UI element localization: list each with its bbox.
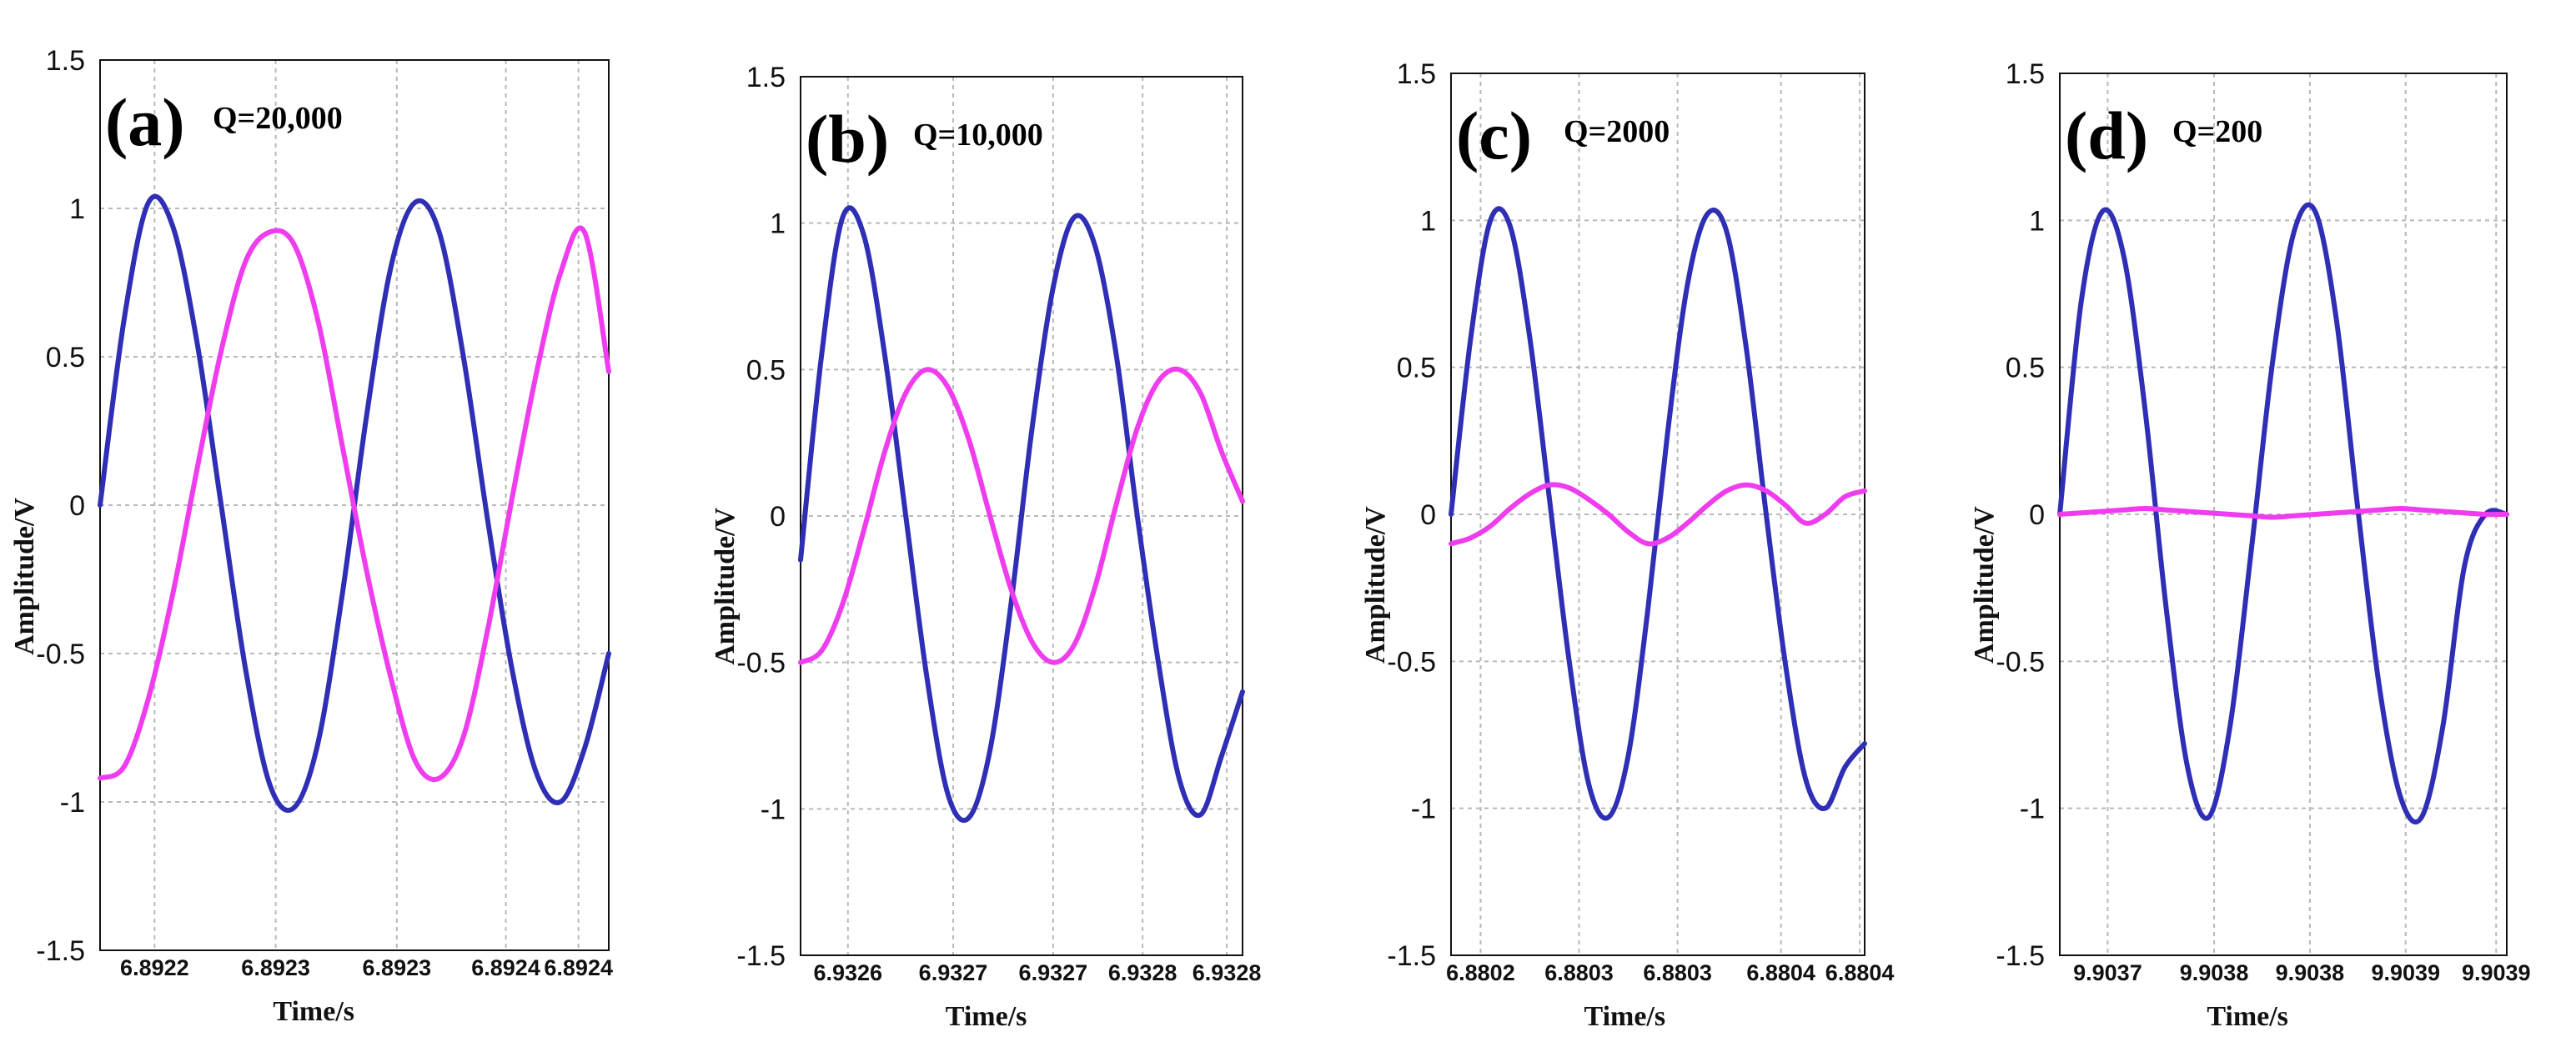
y-tick-label: -1.5	[36, 935, 85, 967]
drive-series-line	[798, 205, 1245, 824]
q-label: Q=200	[2172, 114, 2262, 149]
y-tick-label: -1	[1411, 794, 1436, 825]
y-tick-label: -1	[2020, 794, 2045, 825]
q-label: Q=2000	[1564, 114, 1670, 149]
x-axis-label: Time/s	[273, 996, 354, 1027]
y-tick-label: -0.5	[36, 639, 85, 670]
chart-panel-d: -1.5 -1 -0.5 0 0.5 1 1.5 9.9037 9.9038 9.9038 9.90…	[1969, 58, 2531, 1032]
response-series-line	[1449, 482, 1867, 547]
x-tick-label: 6.8924	[544, 955, 613, 980]
x-tick-label: 6.9328	[1193, 960, 1262, 985]
y-tick-label: 1.5	[46, 45, 85, 77]
x-tick-label: 9.9037	[2073, 960, 2142, 985]
x-tick-label: 6.8802	[1446, 960, 1515, 985]
plot-frame	[800, 76, 1243, 956]
x-tick-label: 6.9328	[1108, 960, 1178, 985]
y-tick-label: 0.5	[1397, 353, 1436, 384]
panel-letter: (a)	[105, 84, 185, 160]
x-tick-label: 9.9038	[2276, 960, 2345, 985]
y-tick-label: 0.5	[746, 354, 786, 386]
y-axis-label: Amplitude/V	[9, 498, 40, 655]
x-tick-label: 6.8924	[471, 955, 540, 980]
y-axis-label: Amplitude/V	[1969, 506, 2000, 664]
y-tick-label: 1	[770, 208, 786, 240]
x-tick-label: 9.9039	[2462, 960, 2531, 985]
x-tick-label: 6.8803	[1643, 960, 1712, 985]
response-series-line	[2057, 505, 2509, 520]
y-tick-label: -1.5	[1387, 940, 1436, 972]
y-tick-label: 0	[69, 490, 85, 522]
y-tick-label: -1.5	[1996, 940, 2045, 972]
x-tick-label: 6.8804	[1825, 960, 1895, 985]
chart-panel-b: -1.5 -1 -0.5 0 0.5 1 1.5 6.9326 6.9327 6.9327 6.93…	[710, 62, 1261, 1032]
y-tick-label: 1	[1420, 205, 1436, 237]
y-tick-label: -0.5	[736, 648, 786, 679]
y-tick-label: -1.5	[736, 940, 786, 972]
y-tick-label: 1	[2029, 205, 2045, 237]
y-tick-label: 0	[1420, 499, 1436, 531]
response-series-line	[98, 225, 611, 783]
y-tick-label: 1.5	[2006, 58, 2045, 90]
x-axis-label: Time/s	[2207, 1001, 2288, 1032]
y-tick-label: -1	[761, 794, 786, 825]
y-tick-label: -0.5	[1996, 646, 2045, 678]
q-label: Q=20,000	[213, 101, 343, 136]
x-tick-label: 6.8922	[120, 955, 189, 980]
x-tick-label: 6.8923	[363, 955, 432, 980]
x-axis-label: Time/s	[946, 1001, 1027, 1032]
x-tick-label: 6.8923	[241, 955, 310, 980]
y-tick-label: 0	[770, 501, 786, 533]
drive-series-line	[2057, 202, 2509, 825]
chart-panel-a: -1.5 -1 -0.5 0 0.5 1 1.5 6.8922 6.8923 6.8923 6.89…	[9, 45, 613, 1027]
y-tick-label: 0	[2029, 499, 2045, 531]
drive-series-line	[98, 193, 611, 814]
y-tick-label: 1	[69, 193, 85, 225]
y-axis-label: Amplitude/V	[1360, 506, 1391, 664]
panel-letter: (c)	[1456, 98, 1532, 173]
x-tick-label: 6.8804	[1746, 960, 1815, 985]
y-tick-label: 1.5	[1397, 58, 1436, 90]
y-axis-label: Amplitude/V	[710, 507, 741, 664]
drive-series-line	[1449, 206, 1867, 821]
chart-panel-c: -1.5 -1 -0.5 0 0.5 1 1.5 6.8802 6.8803 6.8803 6.88…	[1360, 58, 1894, 1032]
x-tick-label: 6.9327	[919, 960, 988, 985]
y-tick-label: 0.5	[46, 342, 85, 373]
response-series-line	[798, 366, 1245, 665]
x-axis-label: Time/s	[1584, 1001, 1666, 1032]
y-tick-label: -1	[60, 787, 85, 819]
panel-letter: (b)	[806, 101, 889, 177]
y-tick-label: 1.5	[746, 62, 786, 93]
y-tick-label: -0.5	[1387, 646, 1436, 678]
x-tick-label: 6.8803	[1544, 960, 1614, 985]
x-tick-label: 9.9039	[2371, 960, 2440, 985]
panel-letter: (d)	[2065, 98, 2148, 173]
x-tick-label: 6.9326	[813, 960, 882, 985]
q-label: Q=10,000	[913, 118, 1043, 153]
x-tick-label: 6.9327	[1019, 960, 1088, 985]
y-tick-label: 0.5	[2006, 353, 2045, 384]
x-tick-label: 9.9038	[2180, 960, 2249, 985]
